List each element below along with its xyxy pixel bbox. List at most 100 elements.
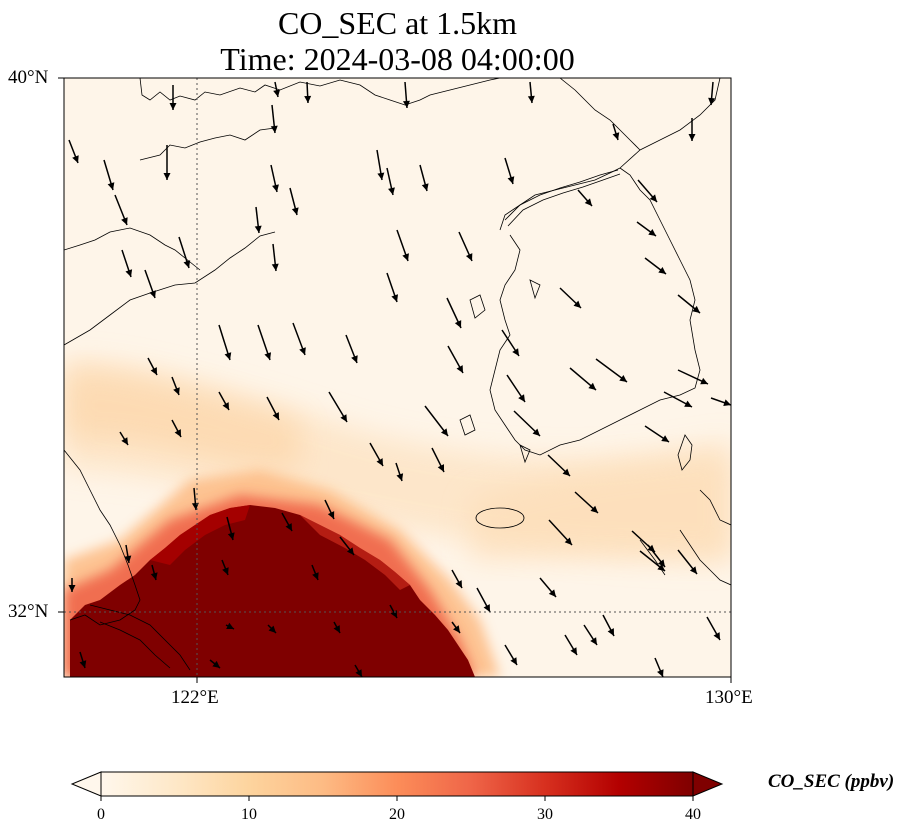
wind-arrowhead xyxy=(163,173,171,180)
wind-arrowhead xyxy=(224,352,232,360)
wind-arrowhead xyxy=(222,402,229,410)
wind-arrowhead xyxy=(254,225,262,233)
wind-arrowhead xyxy=(272,184,279,192)
wind-arrowhead xyxy=(421,183,429,191)
wind-vectors xyxy=(68,81,731,677)
axis-ticks xyxy=(58,77,732,683)
wind-arrowhead xyxy=(657,559,665,567)
colorbar-tick-30: 30 xyxy=(537,806,553,823)
wind-arrowhead xyxy=(377,172,385,180)
wind-arrowhead xyxy=(355,669,362,677)
wind-arrowhead xyxy=(573,300,581,308)
colorbar-tick-10: 10 xyxy=(241,806,257,823)
colorbar-extend-max xyxy=(692,771,724,797)
colorbar-tick-40: 40 xyxy=(685,806,701,823)
wind-arrowhead xyxy=(121,437,128,445)
wind-arrowhead xyxy=(708,97,716,105)
wind-arrowhead xyxy=(268,625,276,633)
wind-arrowhead xyxy=(657,669,664,677)
wind-arrowhead xyxy=(149,290,156,298)
lon-tick-130E: 130°E xyxy=(705,687,753,708)
wind-arrowhead xyxy=(648,229,656,236)
wind-arrowhead xyxy=(507,176,515,184)
colorbar-gradient xyxy=(101,772,693,796)
wind-arrowhead xyxy=(125,269,133,277)
wind-arrowhead xyxy=(548,589,556,597)
wind-arrowhead xyxy=(700,377,708,385)
wind-arrowhead xyxy=(107,182,115,190)
wind-arrowhead xyxy=(455,580,462,588)
wind-arrowhead xyxy=(454,320,462,328)
wind-arrowhead xyxy=(607,628,614,636)
wind-arrowhead xyxy=(465,253,473,261)
wind-arrowhead xyxy=(340,414,347,422)
wind-arrowhead xyxy=(649,194,657,202)
wind-arrowhead xyxy=(169,103,177,110)
wind-arrowhead xyxy=(689,566,697,574)
wind-arrowhead xyxy=(273,89,281,97)
wind-arrowhead xyxy=(121,217,128,225)
wind-arrowhead xyxy=(376,458,383,466)
wind-arrowhead xyxy=(174,429,181,437)
wind-arrowhead xyxy=(351,355,358,363)
wind-arrowhead xyxy=(590,505,598,513)
wind-arrowhead xyxy=(226,622,234,629)
wind-arrowhead xyxy=(584,198,592,206)
wind-arrowhead xyxy=(483,604,490,612)
wind-arrowhead xyxy=(270,125,278,133)
wind-arrowhead xyxy=(661,435,669,442)
wind-arrowhead xyxy=(588,382,596,390)
wind-arrowhead xyxy=(312,572,319,580)
wind-arrowhead xyxy=(222,567,229,575)
wind-arrowhead xyxy=(512,348,519,356)
colorbar-extend-min xyxy=(70,771,102,797)
wind-arrowhead xyxy=(72,155,79,163)
wind-arrowhead xyxy=(688,134,696,141)
wind-arrowhead xyxy=(684,400,692,407)
coastlines xyxy=(64,78,731,671)
wind-arrowhead xyxy=(327,511,335,519)
wind-arrowhead xyxy=(150,367,157,375)
gridlines xyxy=(64,78,731,677)
wind-arrowhead xyxy=(612,132,620,140)
wind-arrowhead xyxy=(396,473,404,481)
map-title: CO_SEC at 1.5km xyxy=(277,5,518,41)
wind-arrowhead xyxy=(291,207,299,215)
colorbar-tick-20: 20 xyxy=(389,806,405,823)
lon-tick-122E: 122°E xyxy=(171,687,219,708)
colorbar-label: CO_SEC (ppbv) xyxy=(768,771,895,792)
wind-arrowhead xyxy=(264,352,272,360)
wind-arrowhead xyxy=(532,428,540,436)
colorbar-tick-0: 0 xyxy=(97,806,105,823)
wind-arrowhead xyxy=(391,294,399,302)
wind-arrowhead xyxy=(299,347,306,355)
plume-band-east xyxy=(470,455,731,560)
wind-arrowhead xyxy=(440,428,448,436)
wind-arrowhead xyxy=(713,632,720,640)
wind-arrowhead xyxy=(562,468,570,476)
lat-tick-32N: 32°N xyxy=(8,601,49,622)
wind-arrowhead xyxy=(590,637,597,645)
wind-arrowhead xyxy=(388,187,395,195)
lat-tick-40N: 40°N xyxy=(8,67,49,88)
wind-arrowhead xyxy=(346,547,354,555)
plume-band-west xyxy=(64,370,300,470)
wind-arrowhead xyxy=(564,537,572,545)
map-subtitle: Time: 2024-03-08 04:00:00 xyxy=(220,41,575,77)
wind-arrowhead xyxy=(510,657,517,665)
wind-arrowhead xyxy=(304,95,312,103)
wind-arrowhead xyxy=(658,266,666,274)
wind-arrowhead xyxy=(692,305,700,313)
wind-arrowhead xyxy=(79,660,87,668)
concentration-field xyxy=(64,78,731,677)
colorbar xyxy=(70,771,724,801)
wind-arrowhead xyxy=(285,523,292,531)
wind-arrowhead xyxy=(527,95,535,103)
wind-arrowhead xyxy=(68,585,76,592)
wind-arrowhead xyxy=(619,375,627,382)
wind-arrowhead xyxy=(173,387,180,395)
wind-arrowhead xyxy=(183,260,191,268)
wind-arrowhead xyxy=(212,660,220,668)
wind-arrowhead xyxy=(333,625,340,633)
